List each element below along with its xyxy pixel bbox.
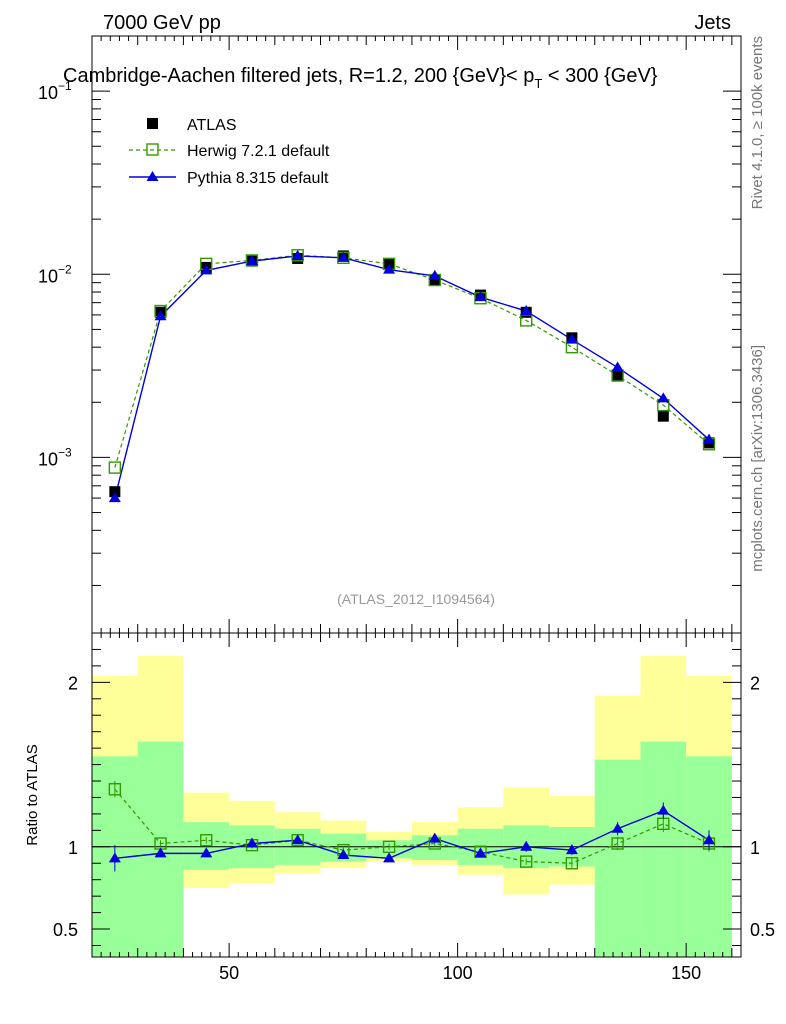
legend-atlas-marker <box>147 118 158 129</box>
pythia-point <box>565 333 578 344</box>
ratio-y-tick-label-left: 2 <box>68 673 78 693</box>
legend-herwig-marker <box>146 143 159 156</box>
pythia-ratio-point <box>200 847 213 858</box>
pythia-ratio-point <box>657 804 670 815</box>
pythia-ratio-point <box>703 834 716 845</box>
pythia-ratio-point <box>245 837 258 848</box>
pythia-ratio-point <box>383 852 396 863</box>
ratio-y-tick-label-right: 1 <box>750 838 760 858</box>
pythia-line <box>114 255 710 499</box>
pythia-ratio-point <box>611 822 624 833</box>
ratio-series <box>108 781 716 872</box>
herwig-ratio-point <box>611 837 624 850</box>
pythia-point <box>245 255 258 266</box>
inner-uncertainty-band <box>686 756 732 957</box>
pythia-ratio-point <box>565 844 578 855</box>
chart-title-subscript: T <box>534 76 542 91</box>
pythia-ratio-point <box>108 852 121 863</box>
pythia-point <box>703 433 716 444</box>
uncertainty-bands <box>92 656 732 957</box>
x-tick-label: 150 <box>671 963 701 983</box>
pythia-point <box>520 305 533 316</box>
pythia-ratio-point <box>428 832 441 843</box>
inner-uncertainty-band <box>594 759 641 957</box>
herwig-ratio-point <box>519 855 533 868</box>
ratio-y-axis-label: Ratio to ATLAS <box>24 744 41 845</box>
pythia-ratio-point <box>291 834 304 845</box>
pythia-point <box>291 249 304 260</box>
y-tick-label: 10−1 <box>38 79 72 103</box>
ratio-y-tick-label-right: 0.5 <box>750 920 775 940</box>
header-right: Jets <box>694 12 731 34</box>
pythia-point <box>474 291 487 302</box>
pythia-point <box>108 492 121 503</box>
pythia-point <box>657 392 670 403</box>
main-series <box>108 249 716 503</box>
atlas-point <box>657 410 669 422</box>
y-tick-exponent: −2 <box>58 262 72 276</box>
pythia-point <box>383 263 396 274</box>
ratio-plot-frame <box>91 632 742 958</box>
ratio-y-tick-label-left: 1 <box>68 838 78 858</box>
y-tick-exponent: −1 <box>58 79 72 93</box>
header-left: 7000 GeV pp <box>103 12 221 34</box>
y-tick-mantissa: 10 <box>38 266 58 286</box>
mcplots-label: mcplots.cern.ch [arXiv:1306.3436] <box>749 345 766 572</box>
pythia-ratio-point <box>520 840 533 851</box>
pythia-point <box>611 361 624 372</box>
chart-title: Cambridge-Aachen filtered jets, R=1.2, 2… <box>63 65 658 91</box>
y-tick-label: 10−2 <box>38 262 72 286</box>
herwig-point <box>245 254 259 267</box>
atlas-point <box>109 486 121 498</box>
inner-uncertainty-band <box>640 741 687 957</box>
pythia-ratio-point <box>474 847 487 858</box>
pythia-ratio-point <box>154 847 167 858</box>
pythia-point <box>428 269 441 280</box>
chart-title-tail: < 300 {GeV} <box>542 65 657 87</box>
legend-pythia-marker <box>146 171 159 181</box>
pythia-point <box>337 251 350 262</box>
y-tick-mantissa: 10 <box>38 83 58 103</box>
axis-ticks <box>91 35 741 957</box>
rivet-label: Rivet 4.1.0, ≥ 100k events <box>749 36 766 209</box>
legend-herwig-label: Herwig 7.2.1 default <box>187 143 330 160</box>
herwig-ratio-point <box>565 857 579 870</box>
pythia-ratio-line <box>114 809 710 860</box>
atlas-point <box>612 370 624 382</box>
herwig-ratio-point <box>200 834 213 847</box>
herwig-point <box>291 249 304 262</box>
ratio-y-tick-label-right: 2 <box>750 673 760 693</box>
pythia-point <box>154 310 167 321</box>
pythia-ratio-point <box>337 849 350 860</box>
herwig-point <box>108 461 122 474</box>
analysis-id: (ATLAS_2012_I1094564) <box>337 591 495 607</box>
atlas-point <box>429 274 441 286</box>
herwig-ratio-line <box>114 788 710 864</box>
chart-title-main: Cambridge-Aachen filtered jets, R=1.2, 2… <box>63 65 534 87</box>
y-tick-mantissa: 10 <box>38 449 58 469</box>
x-tick-label: 50 <box>219 963 239 983</box>
x-tick-label: 100 <box>443 963 473 983</box>
herwig-ratio-point <box>382 840 396 854</box>
legend-atlas-label: ATLAS <box>187 117 237 134</box>
pythia-point <box>200 264 213 275</box>
legend: ATLAS Herwig 7.2.1 default Pythia 8.315 … <box>129 117 330 187</box>
legend-pythia-label: Pythia 8.315 default <box>187 170 329 187</box>
herwig-ratio-point <box>108 783 122 796</box>
y-tick-label: 10−3 <box>38 445 72 469</box>
y-tick-exponent: −3 <box>58 445 72 459</box>
herwig-line <box>114 254 710 468</box>
ratio-y-tick-label-left: 0.5 <box>53 920 78 940</box>
